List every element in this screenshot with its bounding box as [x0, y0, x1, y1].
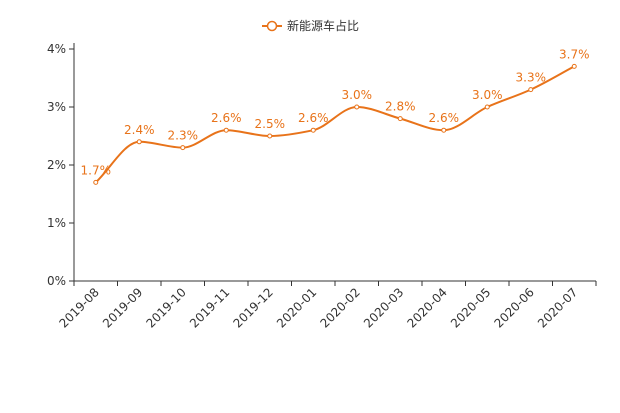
x-tick-label: 2019-10	[144, 285, 189, 330]
data-point	[571, 63, 577, 69]
data-point	[528, 87, 534, 93]
data-point	[93, 179, 99, 185]
x-tick-label: 2020-07	[535, 285, 580, 330]
y-tick-label: 0%	[47, 274, 66, 288]
data-points	[93, 63, 577, 185]
x-tick-label: 2019-11	[187, 285, 232, 330]
x-tick-label: 2020-05	[448, 285, 493, 330]
x-tick-label: 2020-06	[492, 285, 537, 330]
data-label: 2.4%	[124, 123, 155, 137]
data-point	[136, 139, 142, 145]
data-point	[441, 127, 447, 133]
legend[interactable]: 新能源车占比	[262, 18, 359, 33]
data-label: 1.7%	[81, 163, 112, 177]
y-tick-label: 4%	[47, 42, 66, 56]
data-label: 3.3%	[516, 71, 547, 85]
data-label: 2.6%	[429, 111, 460, 125]
data-point	[310, 127, 316, 133]
legend-marker-icon	[266, 20, 278, 32]
y-axis: 0% 1% 2% 3% 4%	[47, 42, 75, 288]
data-label: 3.0%	[342, 88, 373, 102]
legend-label: 新能源车占比	[287, 18, 359, 33]
data-label: 3.0%	[472, 88, 503, 102]
data-label: 2.6%	[211, 111, 242, 125]
data-labels: 1.7% 2.4% 2.3% 2.6% 2.5% 2.6% 3.0% 2.8% 2.6% 3.0%…	[81, 47, 590, 177]
x-tick-label: 2019-12	[231, 285, 276, 330]
data-label: 3.7%	[559, 47, 590, 61]
data-label: 2.3%	[168, 129, 199, 143]
y-tick-label: 3%	[47, 100, 66, 114]
series-line	[95, 65, 575, 184]
data-label: 2.8%	[385, 100, 416, 114]
y-tick-label: 1%	[47, 216, 66, 230]
data-point	[267, 133, 273, 139]
data-point	[354, 104, 360, 110]
x-tick-label: 2020-01	[274, 285, 319, 330]
data-point	[223, 127, 229, 133]
x-tick-label: 2020-02	[318, 285, 363, 330]
data-label: 2.5%	[255, 117, 286, 131]
data-label: 2.6%	[298, 111, 329, 125]
data-point	[180, 145, 186, 151]
y-tick-label: 2%	[47, 158, 66, 172]
data-point	[484, 104, 490, 110]
x-tick-label: 2019-08	[57, 285, 102, 330]
data-point	[397, 116, 403, 122]
x-tick-label: 2019-09	[100, 285, 145, 330]
x-tick-label: 2020-04	[405, 285, 450, 330]
x-tick-label: 2020-03	[361, 285, 406, 330]
x-axis: 2019-082019-092019-102019-112019-122020-…	[57, 280, 597, 331]
